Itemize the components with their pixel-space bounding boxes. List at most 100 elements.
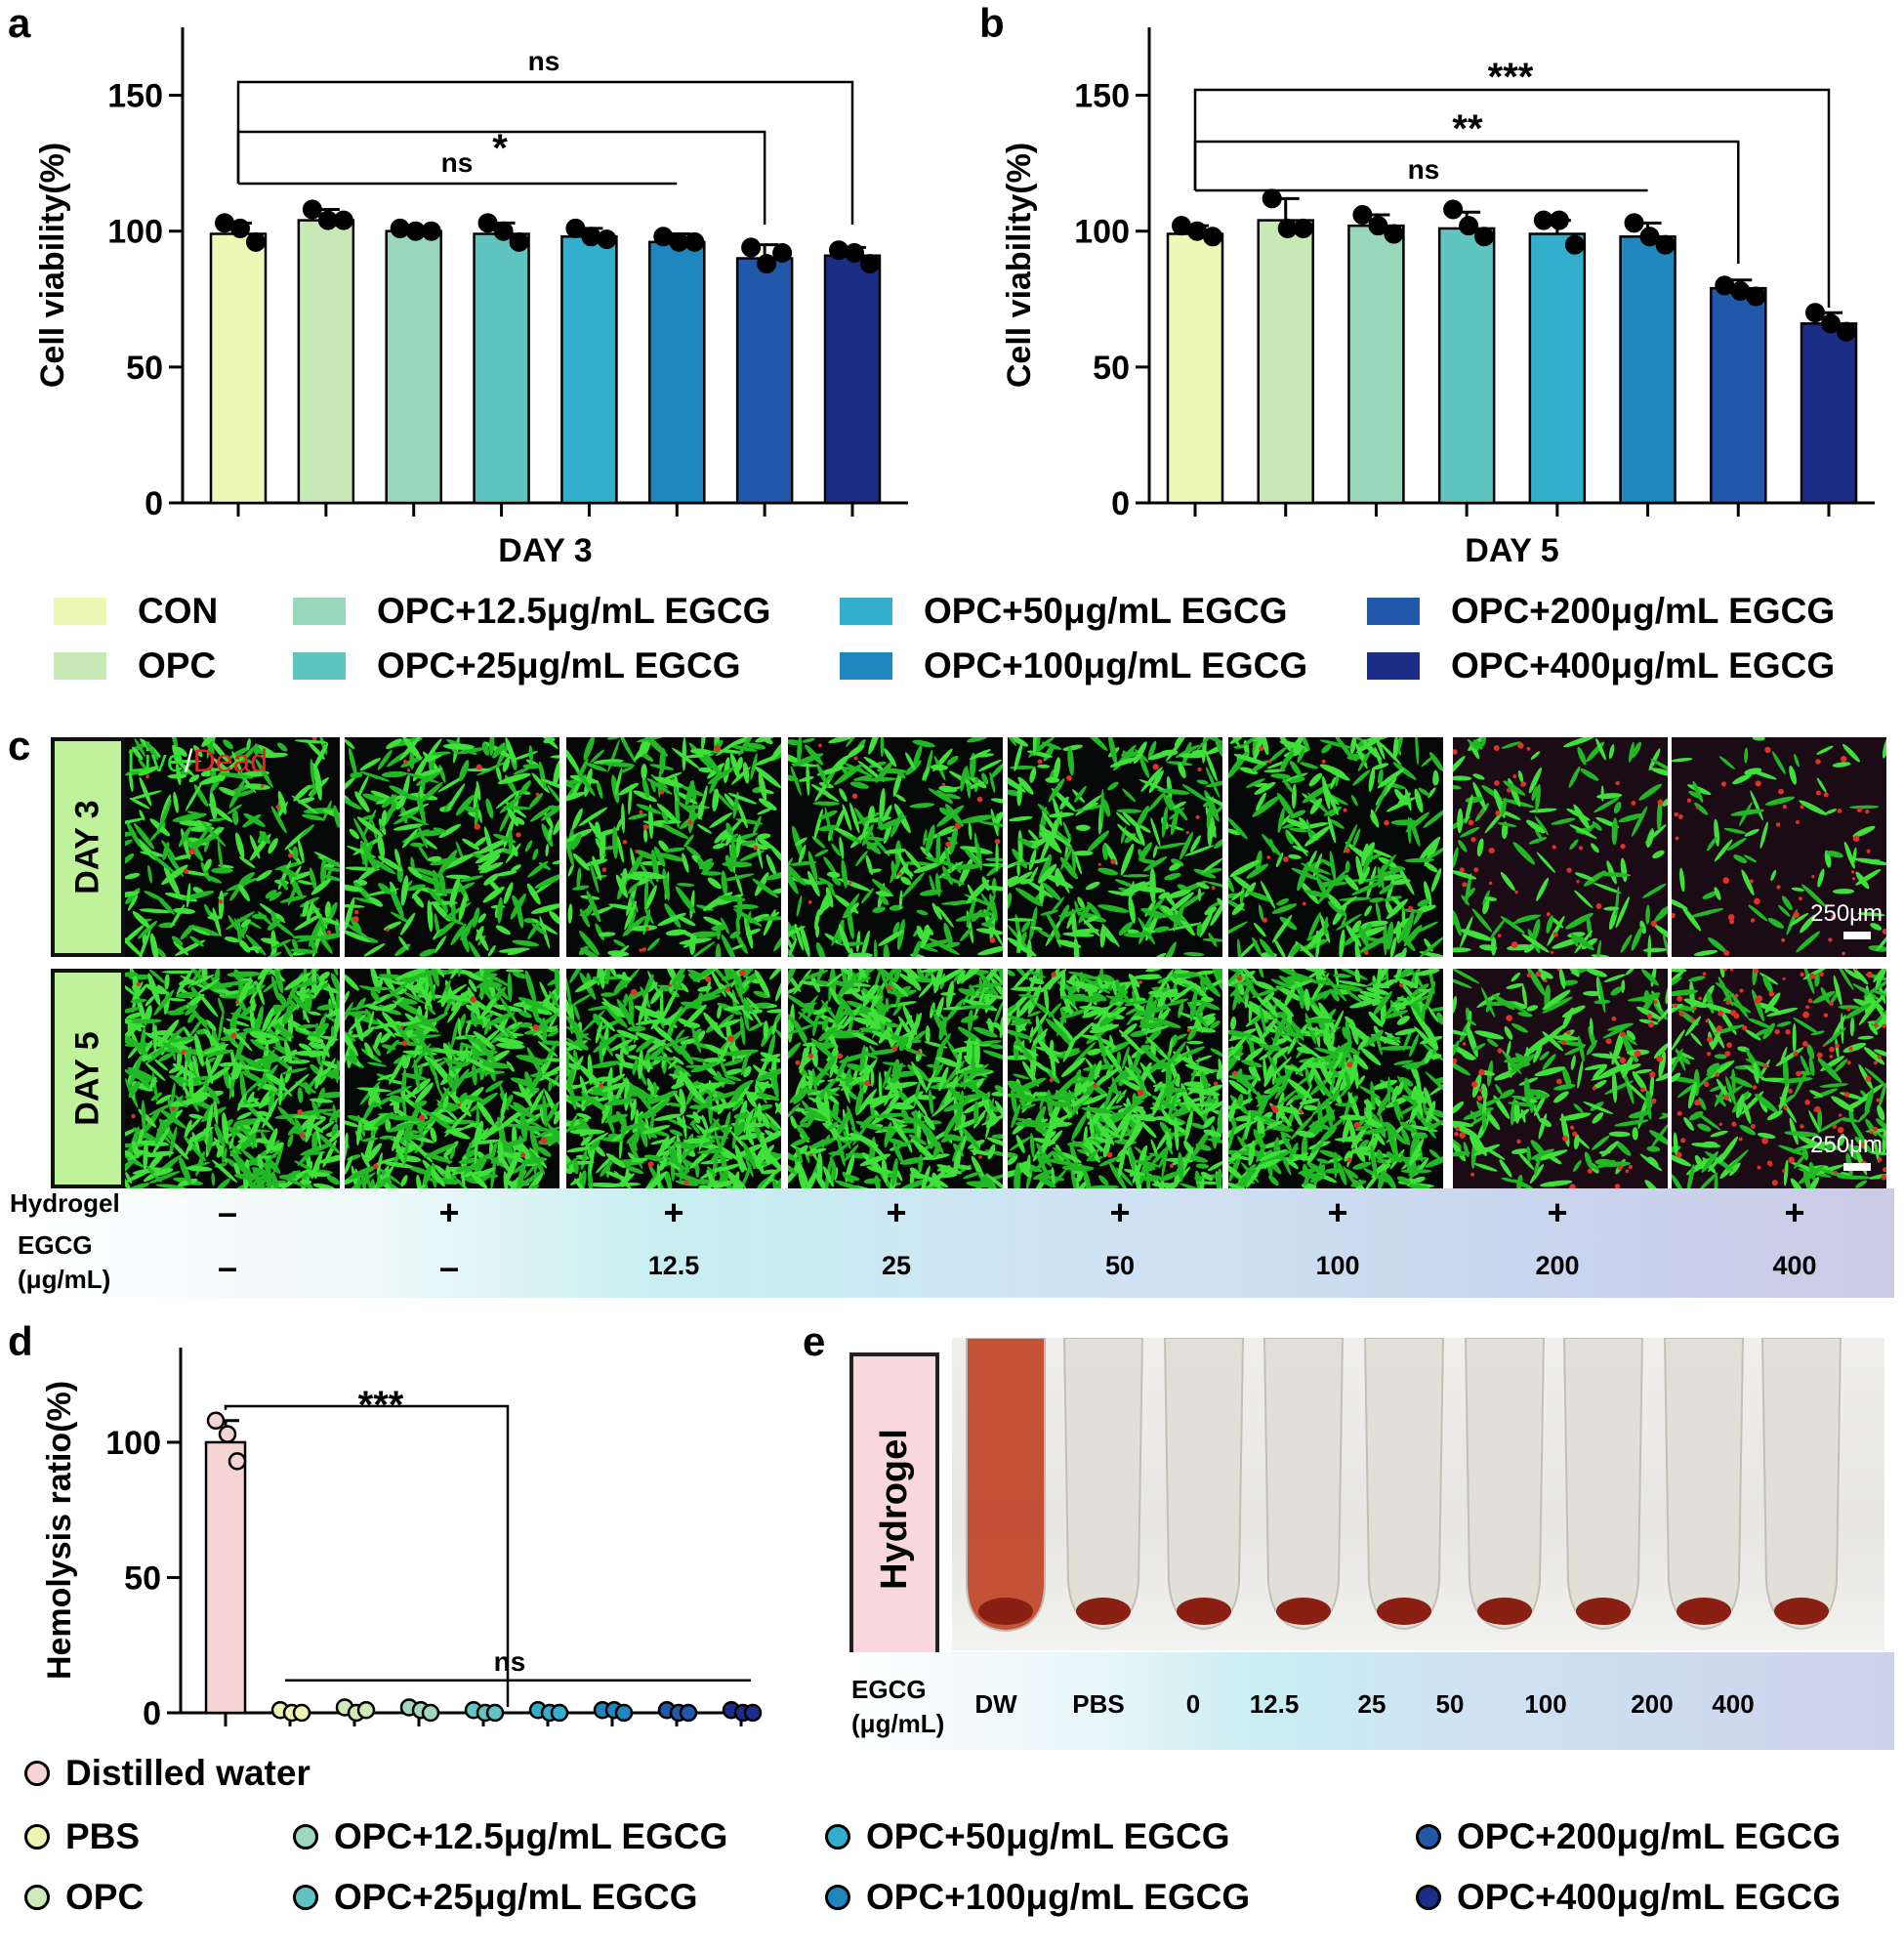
bar [823, 254, 882, 505]
data-point [1805, 303, 1825, 323]
egcg-value: – [438, 1247, 460, 1287]
condition-band [0, 1188, 1894, 1298]
data-point [1549, 210, 1569, 230]
tube-pellet [1377, 1598, 1431, 1625]
data-point [1655, 234, 1676, 255]
legend-label: OPC+200μg/mL EGCG [1457, 1816, 1842, 1856]
micrograph-image [1672, 737, 1886, 956]
hydrogel-row-label: Hydrogel [10, 1188, 120, 1218]
significance-bracket [1193, 88, 1831, 308]
bar [204, 1440, 247, 1715]
tube [1163, 1338, 1245, 1631]
data-point [845, 242, 864, 263]
tubes-photo [952, 1338, 1884, 1650]
legend-item: OPC+25μg/mL EGCG [293, 1877, 698, 1918]
bar [297, 219, 355, 505]
legend-label: OPC+12.5μg/mL EGCG [377, 591, 771, 631]
legend-item: OPC+50μg/mL EGCG [825, 1816, 1230, 1857]
egcg-value: 12.5 [647, 1251, 700, 1280]
legend-swatch [1367, 598, 1420, 625]
data-point [1821, 313, 1841, 334]
x-axis-label: DAY 5 [1465, 532, 1558, 569]
legend-label: OPC+400μg/mL EGCG [1457, 1877, 1842, 1917]
data-point [550, 1703, 569, 1723]
legend-marker [825, 1885, 850, 1910]
significance-label: * [492, 127, 508, 170]
y-tick-label: 100 [107, 214, 163, 251]
micrograph [1008, 737, 1222, 957]
legend-label: OPC+200μg/mL EGCG [1451, 591, 1836, 631]
data-point [1293, 218, 1313, 238]
legend-swatch [54, 652, 106, 680]
tube [1562, 1338, 1644, 1631]
tube [1262, 1338, 1345, 1631]
hydrogel-value: + [1547, 1192, 1568, 1232]
data-point [757, 254, 777, 274]
y-tick-label: 100 [1074, 214, 1130, 251]
bar [1437, 227, 1496, 505]
data-point [246, 231, 266, 252]
legend-label: OPC+12.5μg/mL EGCG [334, 1816, 728, 1856]
data-point [230, 218, 250, 238]
legend-item: OPC+12.5μg/mL EGCG [293, 1816, 727, 1857]
overlay-live: Live [127, 743, 185, 778]
data-point [597, 229, 617, 250]
micrograph-image [1228, 737, 1443, 957]
overlay-sep: / [184, 743, 193, 778]
tube-pellet [1076, 1598, 1131, 1625]
legend-label: OPC+100μg/mL EGCG [924, 645, 1308, 686]
data-point [477, 213, 498, 233]
legend-marker [1416, 1885, 1441, 1910]
data-point [1203, 227, 1222, 247]
y-tick-label: 150 [107, 78, 163, 115]
legend-item: PBS [24, 1816, 140, 1857]
bar [560, 235, 618, 505]
tube-pellet [1774, 1598, 1829, 1625]
legend-d: Distilled water PBS OPC OPC+12.5μg/mL EGCG O… [0, 1753, 1904, 1948]
egcg-row-label: EGCG [18, 1230, 93, 1260]
tube-label: 200 [1631, 1689, 1674, 1719]
legend-item: OPC [24, 1877, 144, 1918]
hydrogel-side-label: Hydrogel [849, 1352, 939, 1665]
bar [1800, 322, 1858, 505]
data-point [741, 237, 762, 258]
tube-pellet [978, 1598, 1033, 1625]
legend-item: CON [54, 591, 218, 632]
significance-label: ns [441, 147, 474, 178]
egcg-value: – [217, 1247, 238, 1287]
egcg-unit: (μg/mL) [851, 1709, 945, 1738]
legend-label: OPC+25μg/mL EGCG [334, 1877, 698, 1917]
data-point [772, 242, 793, 263]
tube-label: 0 [1185, 1689, 1201, 1719]
legend-item: OPC+12.5μg/mL EGCG [293, 591, 770, 632]
data-point [565, 218, 586, 238]
legend-marker [24, 1885, 50, 1910]
legend-item: OPC [54, 645, 216, 686]
micrograph-image [1453, 737, 1668, 957]
row-label: DAY 3 [51, 737, 125, 957]
legend-label: OPC+50μg/mL EGCG [866, 1816, 1230, 1856]
data-point [1459, 216, 1479, 236]
bar [1710, 286, 1767, 505]
data-point [1352, 205, 1373, 226]
legend-marker [293, 1885, 318, 1910]
hydrogel-value: + [1784, 1192, 1805, 1232]
micrograph-image [1453, 969, 1668, 1188]
chart-b-day5: 0 50 100 150 Cell viability(%) DAY 5 ***** ns [1001, 27, 1875, 569]
panel-letter-d: d [8, 1318, 33, 1364]
hydrogel-value: + [438, 1192, 460, 1232]
legend-swatch [293, 598, 346, 625]
y-tick-label: 50 [126, 350, 163, 387]
tube-pellet [1276, 1598, 1331, 1625]
data-point [1474, 227, 1495, 247]
panel-c-live-dead: DAY 3 DAY 5 Live/Dead 250μm 250μm Hydrogel EGC… [0, 737, 1904, 1304]
legend-label: OPC+400μg/mL EGCG [1451, 645, 1836, 686]
legend-item: OPC+200μg/mL EGCG [1367, 591, 1835, 632]
micrograph: 250μm [1672, 969, 1886, 1188]
y-axis-label: Hemolysis ratio(%) [41, 1381, 78, 1680]
scale-bar [1843, 932, 1871, 939]
bar [648, 240, 706, 505]
micrograph-image [788, 737, 1003, 957]
micrograph [125, 969, 340, 1188]
hydrogel-value: – [217, 1192, 238, 1232]
